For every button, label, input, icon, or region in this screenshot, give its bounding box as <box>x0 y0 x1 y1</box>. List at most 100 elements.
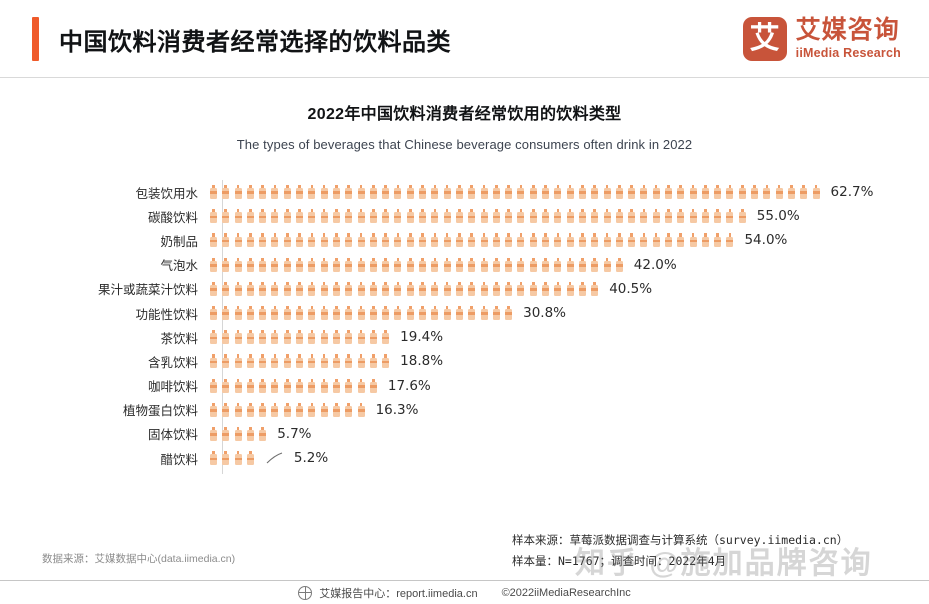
bottle-icon <box>468 257 476 272</box>
bottle-icon <box>492 257 500 272</box>
bottle-icon <box>320 354 328 369</box>
bottle-icon <box>332 354 340 369</box>
chart-row: 醋饮料 5.2% <box>0 446 929 470</box>
chart-row: 碳酸饮料 55.0% <box>0 204 929 228</box>
bottle-icon <box>382 233 390 248</box>
bottle-icon <box>763 185 771 200</box>
bottle-icon <box>615 233 623 248</box>
bottle-icon <box>419 233 427 248</box>
bottle-icon <box>640 209 648 224</box>
chart-row: 气泡水 42.0% <box>0 253 929 277</box>
bottle-icon <box>210 378 217 393</box>
chart-row-bar: 5.2% <box>210 446 929 470</box>
bottle-icon <box>308 209 316 224</box>
bottle-icon <box>443 185 451 200</box>
bottle-icon <box>578 185 586 200</box>
bottle-icon <box>271 233 279 248</box>
bottle-icon <box>406 306 414 321</box>
bottle-icon-group <box>210 330 390 345</box>
bottle-icon <box>246 257 254 272</box>
bottle-icon <box>382 330 390 345</box>
bottle-icon <box>234 330 242 345</box>
bottle-icon <box>222 426 230 441</box>
chart-row-value: 19.4% <box>400 329 444 346</box>
bottle-icon <box>419 257 427 272</box>
bottle-icon <box>468 185 476 200</box>
footer-divider <box>0 580 929 581</box>
bottle-icon <box>357 209 365 224</box>
chart-row-value: 30.8% <box>523 305 567 322</box>
bottle-icon <box>738 209 746 224</box>
bottle-icon <box>308 233 316 248</box>
bottle-icon <box>234 281 242 296</box>
chart-row-bar: 5.7% <box>210 422 929 446</box>
bottle-icon <box>246 209 254 224</box>
chart-row-value: 16.3% <box>375 401 419 418</box>
bottle-icon <box>369 378 377 393</box>
bottle-icon <box>492 185 500 200</box>
bottle-icon <box>492 209 500 224</box>
bottle-icon <box>357 257 365 272</box>
bottle-icon <box>517 257 525 272</box>
bottle-icon <box>210 354 217 369</box>
bottle-icon <box>455 281 463 296</box>
bottle-icon <box>246 402 254 417</box>
bottle-icon <box>296 306 304 321</box>
bottle-icon <box>443 281 451 296</box>
chart-row-bar: 30.8% <box>210 301 929 325</box>
bottle-icon <box>505 306 513 321</box>
bottle-icon <box>382 257 390 272</box>
bottle-icon <box>222 209 230 224</box>
bottle-icon <box>210 426 217 441</box>
bottle-icon <box>234 209 242 224</box>
bottle-icon <box>308 306 316 321</box>
chart-row: 含乳饮料 18.8% <box>0 349 929 373</box>
report-center-link[interactable]: 艾媒报告中心：report.iimedia.cn <box>319 587 478 600</box>
bottle-icon <box>480 306 488 321</box>
bottle-icon <box>431 209 439 224</box>
bottle-icon <box>578 209 586 224</box>
bottle-icon <box>210 257 217 272</box>
bottle-icon <box>615 185 623 200</box>
bottle-icon <box>419 306 427 321</box>
chart-axis-line <box>222 180 223 474</box>
bottle-icon <box>677 209 685 224</box>
bottle-icon <box>308 185 316 200</box>
bottle-icon <box>505 233 513 248</box>
bottle-icon <box>591 257 599 272</box>
bottle-icon <box>357 354 365 369</box>
bottle-icon <box>271 306 279 321</box>
bottle-icon <box>640 185 648 200</box>
bottle-icon <box>517 209 525 224</box>
bottle-icon <box>259 306 267 321</box>
bottle-icon <box>332 185 340 200</box>
bottle-icon <box>566 185 574 200</box>
bottle-icon <box>468 233 476 248</box>
bottle-icon <box>296 185 304 200</box>
bottle-icon <box>394 306 402 321</box>
bottle-icon <box>455 257 463 272</box>
bottle-icon <box>455 306 463 321</box>
chart-row-value: 40.5% <box>609 280 653 297</box>
bottle-icon <box>787 185 795 200</box>
bottle-icon <box>308 354 316 369</box>
bottle-icon <box>443 306 451 321</box>
bottle-icon <box>406 209 414 224</box>
bottle-icon <box>296 354 304 369</box>
bottle-icon <box>751 185 759 200</box>
bottle-icon <box>628 185 636 200</box>
bottle-icon <box>431 281 439 296</box>
bottle-icon <box>246 185 254 200</box>
bottle-icon <box>566 233 574 248</box>
logo-text: 艾媒咨询 iiMedia Research <box>796 18 901 60</box>
mouse-cursor-icon <box>266 452 283 464</box>
chart-row: 果汁或蔬菜汁饮料 40.5% <box>0 277 929 301</box>
bottle-icon <box>480 209 488 224</box>
bottle-icon <box>542 257 550 272</box>
bottle-icon <box>320 378 328 393</box>
bottle-icon <box>468 306 476 321</box>
bottle-icon <box>259 354 267 369</box>
chart-row-label: 碳酸饮料 <box>147 210 198 225</box>
bottle-icon <box>689 233 697 248</box>
bottle-icon <box>591 209 599 224</box>
